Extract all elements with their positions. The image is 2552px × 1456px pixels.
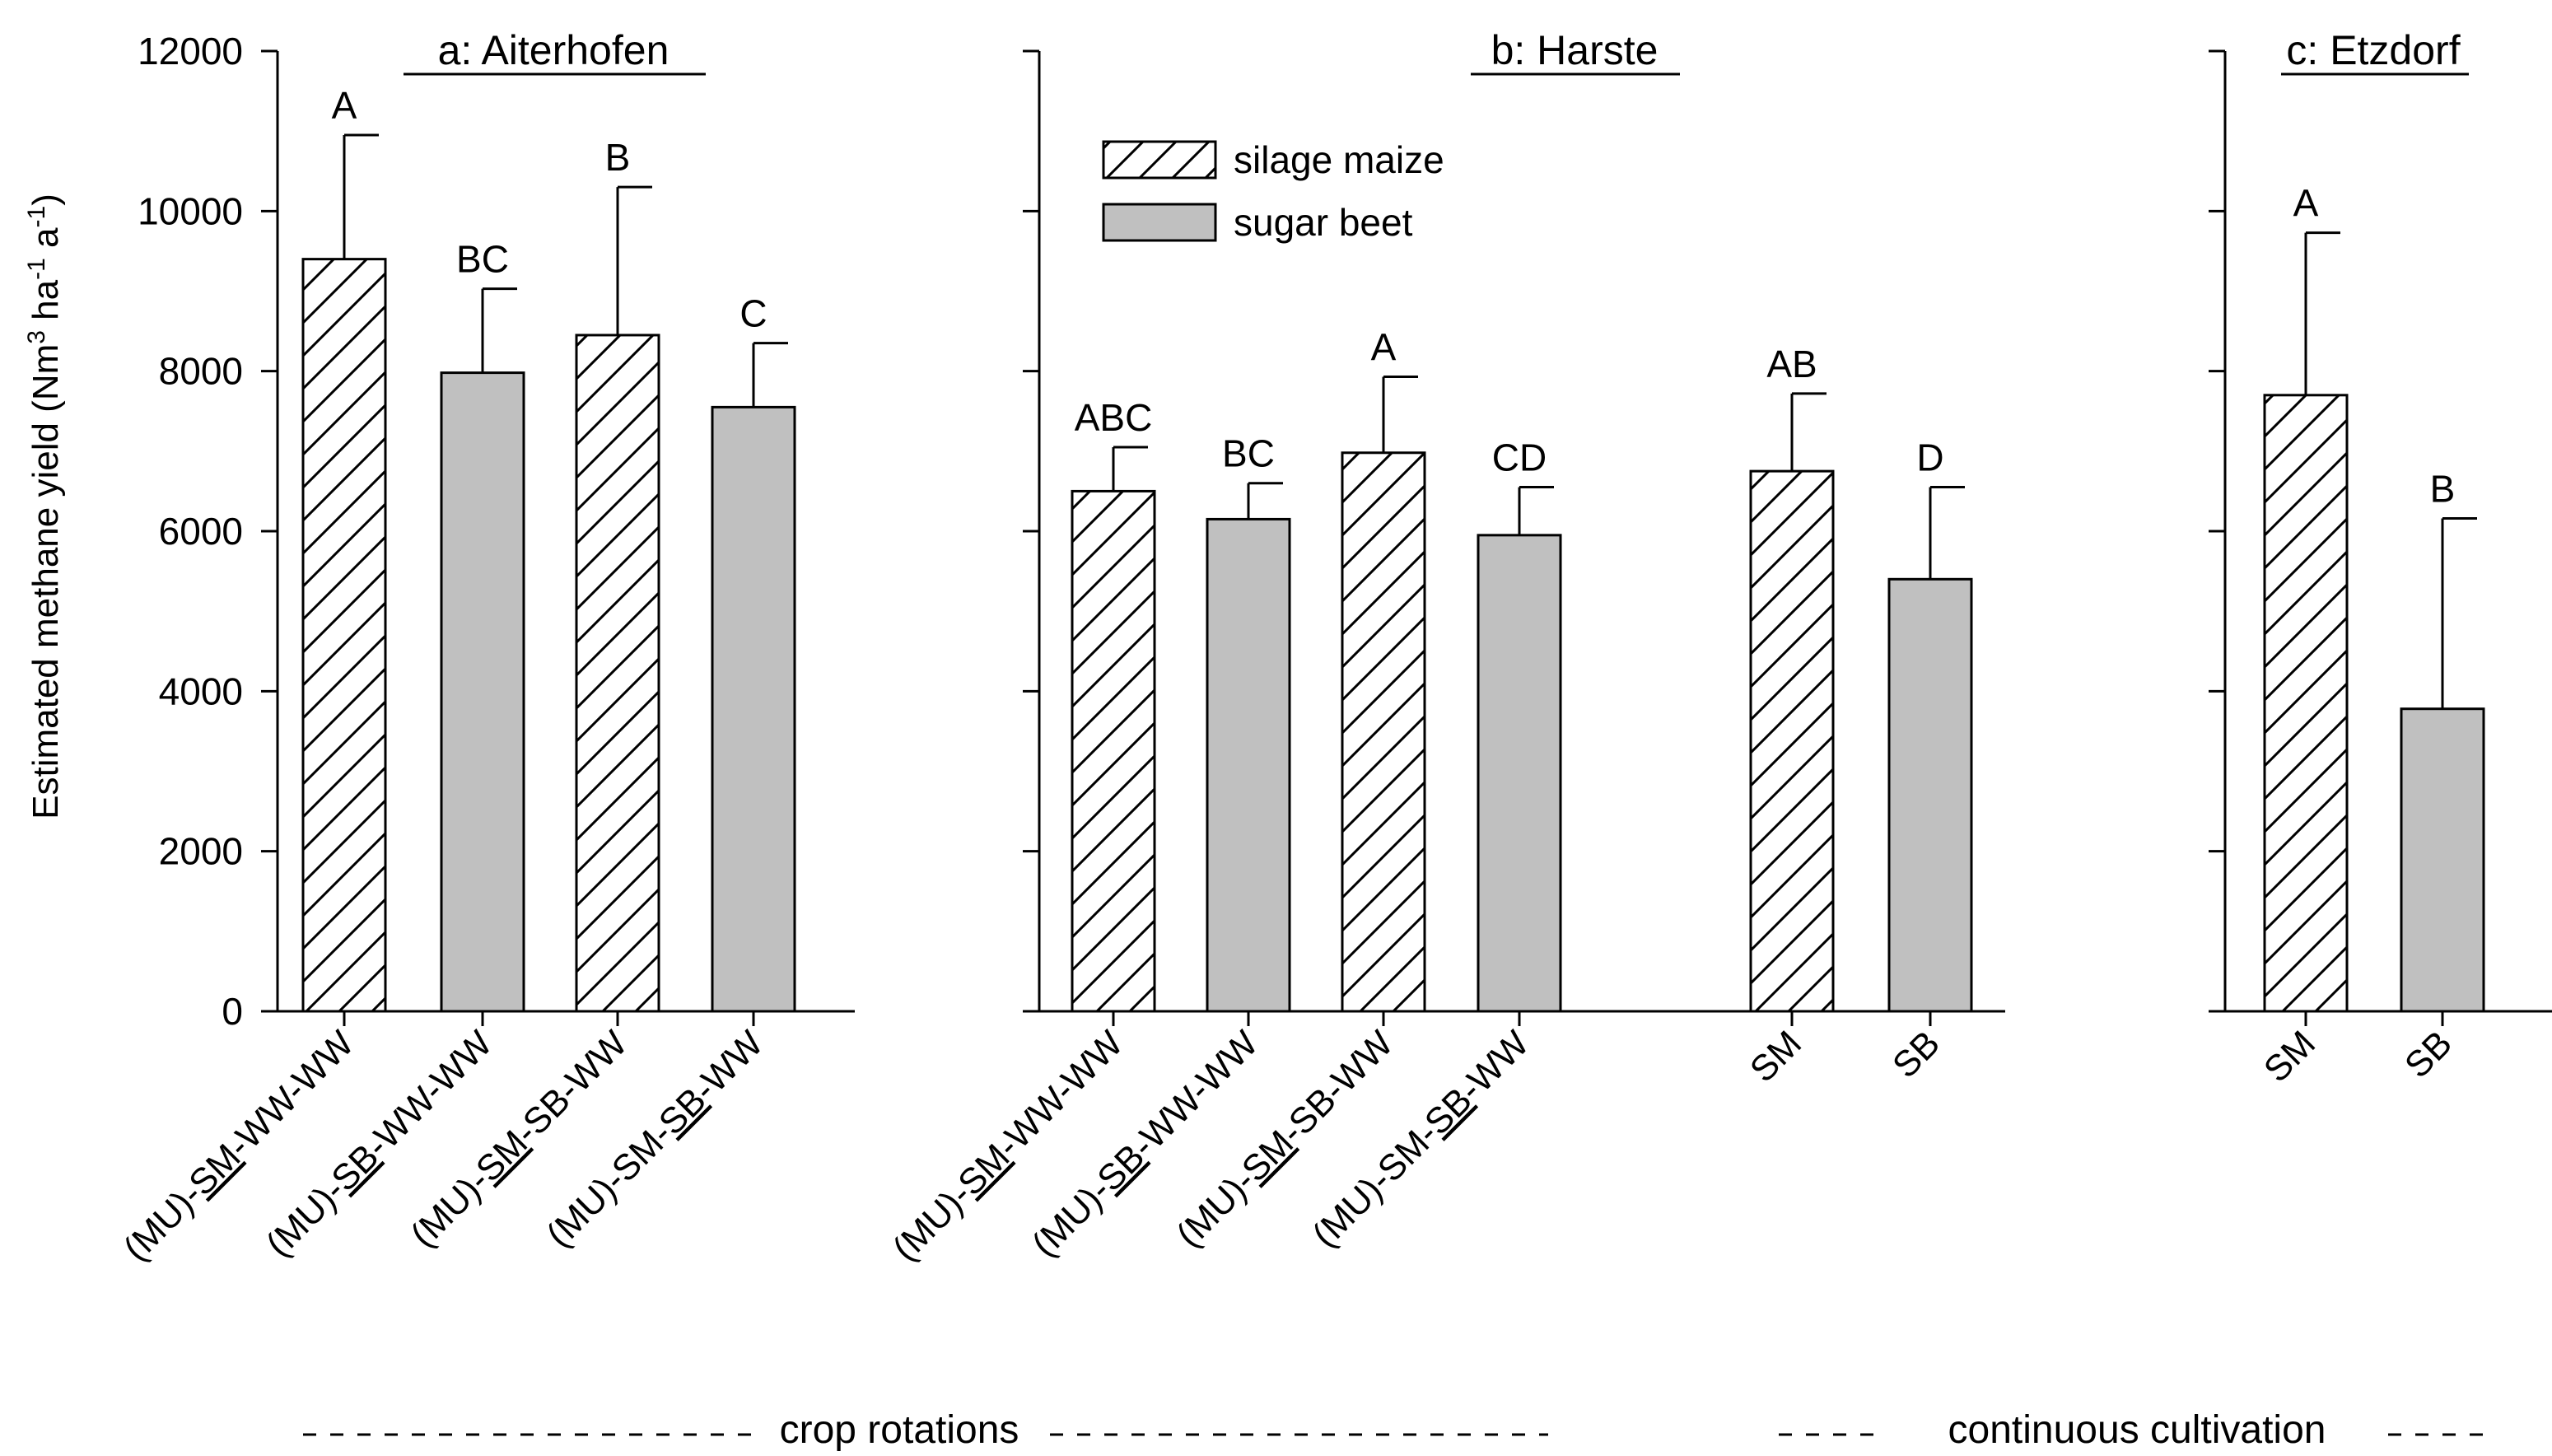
- category-label-part: -WW-WW: [989, 1023, 1131, 1165]
- bar: [301, 258, 387, 1013]
- legend-label-silage-maize: silage maize: [1234, 138, 1444, 181]
- significance-letter: ABC: [1075, 396, 1153, 439]
- bar: [1887, 577, 1973, 1013]
- significance-letter: AB: [1766, 343, 1817, 385]
- y-tick-label: 2000: [159, 830, 243, 873]
- category-label-part: -SB-WW: [506, 1023, 635, 1151]
- category-label: (MU)-SB-WW-WW: [259, 1023, 501, 1265]
- category-label-part: -WW-WW: [1124, 1023, 1267, 1165]
- category-label-part: SM: [1743, 1023, 1809, 1090]
- category-label: (MU)-SB-WW-WW: [1024, 1023, 1267, 1265]
- bar: [1341, 451, 1426, 1013]
- bar: [575, 334, 660, 1013]
- category-label: SB: [1885, 1023, 1948, 1085]
- significance-letter: A: [1371, 325, 1397, 368]
- category-label-part: SB: [2397, 1023, 2460, 1085]
- significance-letter: BC: [456, 238, 509, 281]
- bar: [2263, 394, 2349, 1013]
- panel-title: c: Etzdorf: [2286, 27, 2460, 73]
- bar: [2400, 707, 2485, 1013]
- category-label-part: (MU)-SM-: [1304, 1114, 1445, 1255]
- legend-swatch-sugar-beet: [1102, 203, 1217, 242]
- category-label: (MU)-SM-WW-WW: [116, 1023, 362, 1269]
- legend-swatch-silage-maize: [1102, 140, 1217, 180]
- bar: [711, 405, 796, 1013]
- y-tick-label: 4000: [159, 670, 243, 712]
- category-label-part: SM: [2256, 1023, 2323, 1090]
- group-labels: crop rotations continuous cultivation: [303, 1408, 2495, 1452]
- panel-title: b: Harste: [1491, 27, 1659, 73]
- bar: [440, 371, 525, 1013]
- category-label-part: -WW-WW: [220, 1023, 362, 1165]
- category-label: SB: [2397, 1023, 2460, 1085]
- legend-label-sugar-beet: sugar beet: [1234, 201, 1413, 244]
- category-label-part: -WW-WW: [358, 1023, 501, 1165]
- y-tick-label: 6000: [159, 510, 243, 553]
- y-tick-label: 12000: [138, 30, 243, 72]
- bar: [1477, 534, 1562, 1013]
- significance-letter: B: [2430, 467, 2456, 510]
- panel-1: 0 2000 4000 6000 8000 10000 12000 a: Aiterhofen…: [116, 27, 855, 1269]
- y-axis-label: Estimated methane yield (Nm3 ha-1 a-1): [23, 194, 66, 819]
- panel-2: b: Harste ABC (MU)-SM-WW-WW BC (MU)-SB-WW-WW…: [885, 27, 2005, 1269]
- significance-letter: C: [739, 292, 767, 335]
- bar: [1749, 469, 1835, 1013]
- bar: [1071, 489, 1156, 1013]
- category-label: SM: [1743, 1023, 1809, 1090]
- significance-letter: A: [2293, 182, 2319, 225]
- panel-3: c: Etzdorf A SM B SB: [2209, 27, 2552, 1090]
- y-tick-label: 10000: [138, 189, 243, 232]
- panel-title: a: Aiterhofen: [438, 27, 669, 73]
- continuous-cultivation-label: continuous cultivation: [1948, 1408, 2326, 1452]
- category-label-part: SB: [1885, 1023, 1948, 1085]
- category-label: SM: [2256, 1023, 2323, 1090]
- category-label: (MU)-SM-WW-WW: [885, 1023, 1131, 1269]
- significance-letter: BC: [1222, 432, 1275, 475]
- bar: [1206, 517, 1291, 1013]
- significance-letter: B: [605, 136, 631, 179]
- legend: silage maize sugar beet: [1102, 138, 1444, 244]
- category-label-part: -SB-WW: [1272, 1023, 1401, 1151]
- crop-rotations-label: crop rotations: [780, 1408, 1019, 1452]
- significance-letter: A: [332, 84, 357, 127]
- y-tick-label: 0: [222, 990, 243, 1033]
- y-tick-label: 8000: [159, 350, 243, 393]
- category-label-part: (MU)-SM-: [539, 1114, 679, 1255]
- significance-letter: CD: [1492, 436, 1547, 479]
- significance-letter: D: [1916, 436, 1943, 479]
